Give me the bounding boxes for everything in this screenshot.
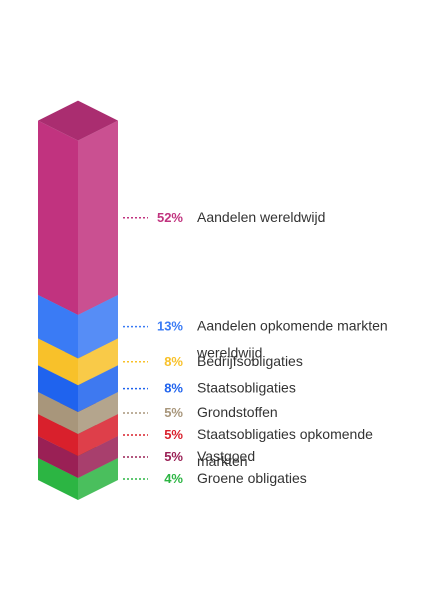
- category-label: Groene obligaties: [197, 470, 307, 486]
- block-left-face: [38, 458, 78, 500]
- label-group-7: 4% Groene obligaties: [123, 470, 307, 486]
- label-group-2: 8% Bedrijfsobligaties: [123, 353, 303, 369]
- block-right-face: [78, 414, 118, 456]
- category-label: Staatsobligaties: [197, 380, 296, 396]
- label-group-6: 5% Vastgoed: [123, 448, 255, 464]
- block-left-face: [38, 414, 78, 456]
- block-left-face: [38, 120, 78, 315]
- category-label: markten: [197, 453, 248, 469]
- block-top-face: [38, 100, 118, 141]
- category-label: Vastgoed: [197, 448, 255, 464]
- block-right-face: [78, 294, 118, 359]
- value-label: 8%: [164, 381, 183, 396]
- label-group-4: 5% Grondstoffen: [123, 404, 278, 420]
- block-right-face: [78, 120, 118, 315]
- category-label: Bedrijfsobligaties: [197, 353, 303, 369]
- value-label: 4%: [164, 471, 183, 486]
- category-label: Aandelen wereldwijd: [197, 209, 325, 225]
- value-label: 5%: [164, 427, 183, 442]
- label-group-1: 13% Aandelen opkomende markten wereldwijd: [123, 318, 388, 361]
- value-label: 13%: [157, 319, 183, 334]
- category-label: Aandelen opkomende markten: [197, 318, 388, 334]
- label-group-5: 5% Staatsobligaties opkomende markten: [123, 426, 373, 469]
- block-right-face: [78, 458, 118, 500]
- value-label: 52%: [157, 210, 183, 225]
- block-right-face: [78, 365, 118, 412]
- category-label: wereldwijd: [196, 345, 262, 361]
- category-label: Staatsobligaties opkomende: [197, 426, 373, 442]
- block-right-face: [78, 436, 118, 478]
- block-left-face: [38, 294, 78, 359]
- block-left-face: [38, 338, 78, 386]
- value-label: 8%: [164, 354, 183, 369]
- block-left-face: [38, 392, 78, 434]
- block-left-face: [38, 365, 78, 412]
- value-label: 5%: [164, 405, 183, 420]
- label-group-0: 52% Aandelen wereldwijd: [123, 209, 325, 225]
- label-group-3: 8% Staatsobligaties: [123, 380, 296, 396]
- block-right-face: [78, 338, 118, 386]
- value-label: 5%: [164, 449, 183, 464]
- category-label: Grondstoffen: [197, 404, 278, 420]
- block-left-face: [38, 436, 78, 478]
- block-right-face: [78, 392, 118, 434]
- block-0: [38, 100, 118, 315]
